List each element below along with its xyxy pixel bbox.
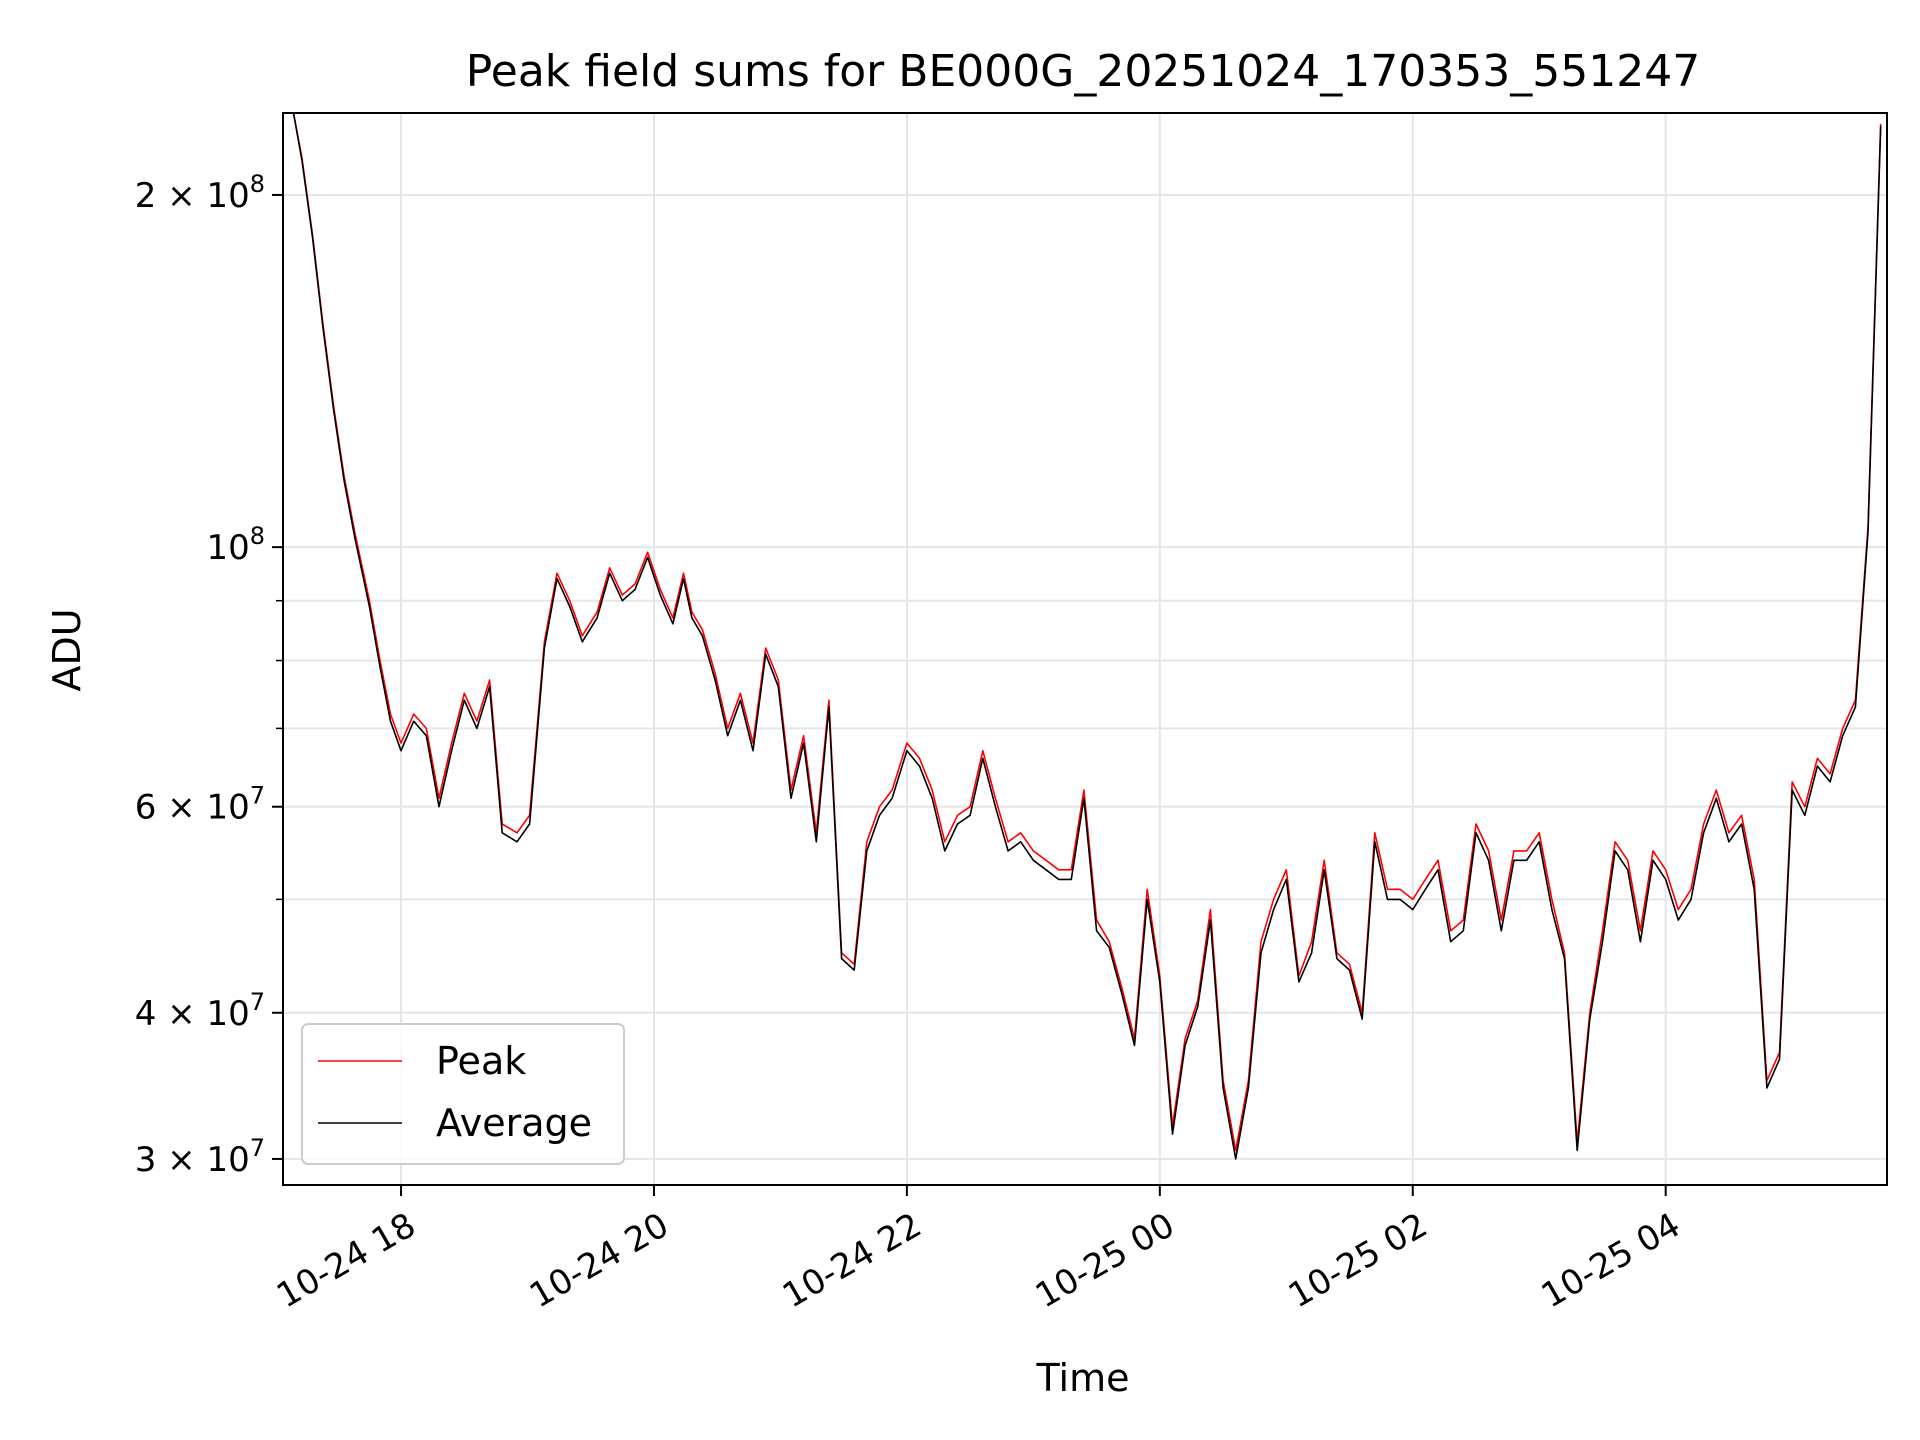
legend-label-average: Average (436, 1101, 592, 1145)
legend-box (301, 1023, 625, 1165)
legend: Peak Average (301, 1023, 625, 1165)
y-tick-label: 3 × 107 (135, 1134, 265, 1180)
y-tick-base: 10 (206, 528, 249, 568)
y-tick-label: 6 × 107 (135, 782, 265, 828)
chart-title: Peak field sums for BE000G_20251024_1703… (466, 46, 1700, 97)
y-tick-base: × 10 (156, 176, 249, 216)
x-axis-title: Time (1036, 1356, 1130, 1400)
y-tick-base: × 10 (156, 788, 249, 828)
y-tick-label: 2 × 108 (135, 170, 265, 216)
legend-label-peak: Peak (436, 1039, 526, 1083)
plot-frame (282, 112, 1888, 1186)
y-tick-base: × 10 (156, 994, 249, 1034)
grid-layer (283, 113, 1887, 1185)
series-line-average (292, 113, 1882, 1160)
y-tick-exponent: 7 (250, 782, 265, 810)
y-tick-mantissa: 2 (135, 176, 157, 216)
series-layer (292, 113, 1882, 1160)
y-tick-base: × 10 (156, 1140, 249, 1180)
y-tick-mantissa: 3 (135, 1140, 157, 1180)
y-tick-mantissa: 6 (135, 788, 157, 828)
y-tick-exponent: 8 (250, 522, 265, 550)
y-tick-exponent: 7 (250, 988, 265, 1016)
y-tick-exponent: 7 (250, 1134, 265, 1162)
y-axis-title: ADU (45, 608, 89, 691)
series-line-peak (292, 113, 1882, 1152)
y-tick-label: 108 (206, 522, 265, 568)
y-tick-mantissa: 4 (135, 994, 157, 1034)
y-tick-exponent: 8 (250, 170, 265, 198)
y-tick-label: 4 × 107 (135, 988, 265, 1034)
